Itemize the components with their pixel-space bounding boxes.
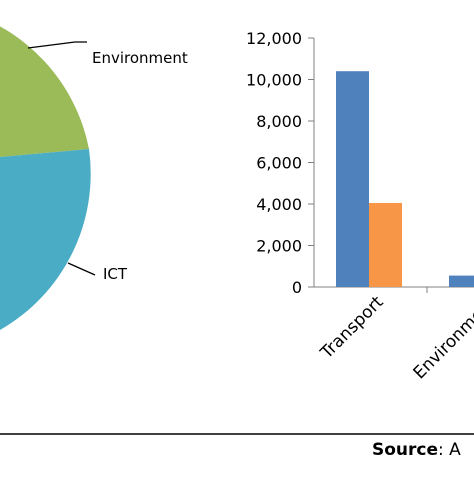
- y-tick-label: 0: [292, 278, 302, 297]
- x-category-label: Transport: [316, 292, 387, 363]
- source-label: Source: [372, 440, 438, 460]
- source-note: Source: A: [372, 440, 461, 460]
- y-tick-label: 10,000: [246, 71, 302, 90]
- y-tick-label: 2,000: [256, 237, 302, 256]
- source-text: : A: [438, 440, 461, 460]
- y-tick-label: 4,000: [256, 195, 302, 214]
- leader-line-environment: [27, 41, 87, 49]
- bars: [336, 71, 474, 293]
- y-tick-label: 6,000: [256, 154, 302, 173]
- bar-transport-series-1: [336, 71, 369, 287]
- pie-chart: Environment ICT: [0, 26, 188, 330]
- pie-slice-ict: [0, 149, 91, 330]
- y-axis-ticks: 0 2,000 4,000 6,000 8,000 10,000 12,000: [246, 29, 314, 297]
- leader-line-ict: [67, 262, 96, 276]
- y-tick-label: 12,000: [246, 29, 302, 48]
- x-axis-categories: Transport Environment: [316, 292, 474, 383]
- bar-environment-series-1: [449, 275, 474, 287]
- bar-chart: 0 2,000 4,000 6,000 8,000 10,000 12,000 Transp…: [246, 29, 474, 383]
- y-tick-label: 8,000: [256, 112, 302, 131]
- pie-label-environment: Environment: [92, 49, 188, 67]
- pie-slice-environment: [0, 26, 89, 157]
- bar-transport-series-2: [369, 202, 402, 287]
- x-category-label: Environment: [410, 292, 474, 383]
- pie-label-ict: ICT: [103, 265, 128, 283]
